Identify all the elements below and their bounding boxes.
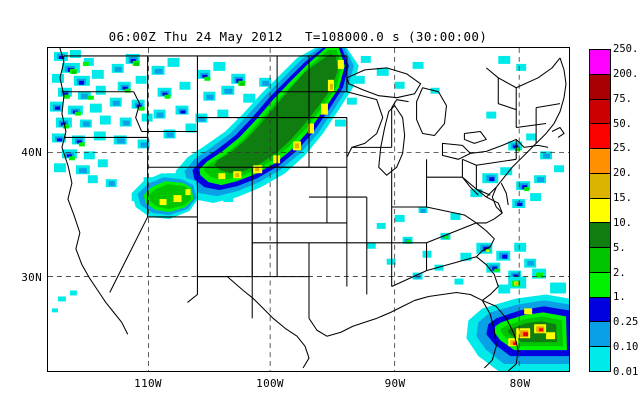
colorbar-band-0	[590, 50, 610, 75]
colorbar-tick-2: 2.	[613, 266, 626, 279]
colorbar-tick-labels: 250. 200. 75. 50. 25. 20. 15. 10. 5. 2. 1. 0.25 0.10…	[613, 40, 640, 380]
colorbar-band-4	[590, 149, 610, 174]
colorbar-band-10	[590, 297, 610, 323]
colorbar-tick-200: 200.	[613, 67, 639, 80]
colorbar-tick-010: 0.10	[613, 341, 639, 354]
lat-label-30n: 30N	[21, 271, 42, 284]
precip-pacific-northwest	[49, 49, 283, 203]
title-forecast-time: T=108000.0 s (30:00:00)	[304, 29, 488, 44]
page-title: 06:00Z Thu 24 May 2012 T=108000.0 s (30:…	[0, 14, 580, 44]
colorbar-band-11	[590, 322, 610, 348]
colorbar-band-6	[590, 198, 610, 224]
colorbar-band-5	[590, 173, 610, 199]
map-canvas	[48, 48, 569, 371]
precip-new-england	[486, 55, 565, 173]
colorbar-band-8	[590, 248, 610, 273]
precip-southwest-isolated	[51, 290, 77, 313]
precip-great-lakes	[376, 61, 440, 94]
title-spacer	[283, 29, 305, 44]
precip-carolina-coast	[460, 242, 537, 294]
colorbar-tick-001: 0.01	[613, 366, 639, 378]
colorbar-tick-75: 75.	[613, 92, 632, 105]
precip-missouri-extension	[131, 173, 200, 219]
lon-label-90w: 90W	[384, 377, 406, 390]
precip-southeast-scattered	[366, 207, 464, 285]
colorbar-band-3	[590, 124, 610, 150]
colorbar-tick-025: 0.25	[613, 316, 639, 329]
precipitation-map[interactable]	[47, 47, 570, 372]
colorbar-band-7	[590, 223, 610, 249]
precip-midwest-squall-line	[131, 48, 371, 219]
colorbar-tick-20: 20.	[613, 167, 632, 180]
colorbar-tick-25: 25.	[613, 142, 632, 155]
colorbar-band-9	[590, 272, 610, 298]
title-timestamp: 06:00Z Thu 24 May 2012	[108, 29, 283, 44]
colorbar-tick-50: 50.	[613, 117, 632, 130]
colorbar-tick-10: 10.	[613, 216, 632, 229]
colorbar-tick-250: 250.	[613, 43, 639, 55]
colorbar-tick-15: 15.	[613, 192, 632, 205]
precipitation-colorbar[interactable]	[589, 49, 611, 372]
lon-label-110w: 110W	[134, 377, 162, 390]
colorbar-band-2	[590, 99, 610, 125]
colorbar-band-1	[590, 74, 610, 100]
lon-label-80w: 80W	[509, 377, 531, 390]
colorbar-tick-5: 5.	[613, 241, 626, 254]
precip-florida-convection	[466, 268, 569, 371]
precipitation-field	[49, 48, 569, 371]
lat-label-40n: 40N	[21, 146, 42, 159]
colorbar-band-12	[590, 347, 610, 371]
colorbar-tick-1: 1.	[613, 291, 626, 304]
lon-label-100w: 100W	[256, 377, 284, 390]
map-boundaries	[59, 48, 567, 371]
